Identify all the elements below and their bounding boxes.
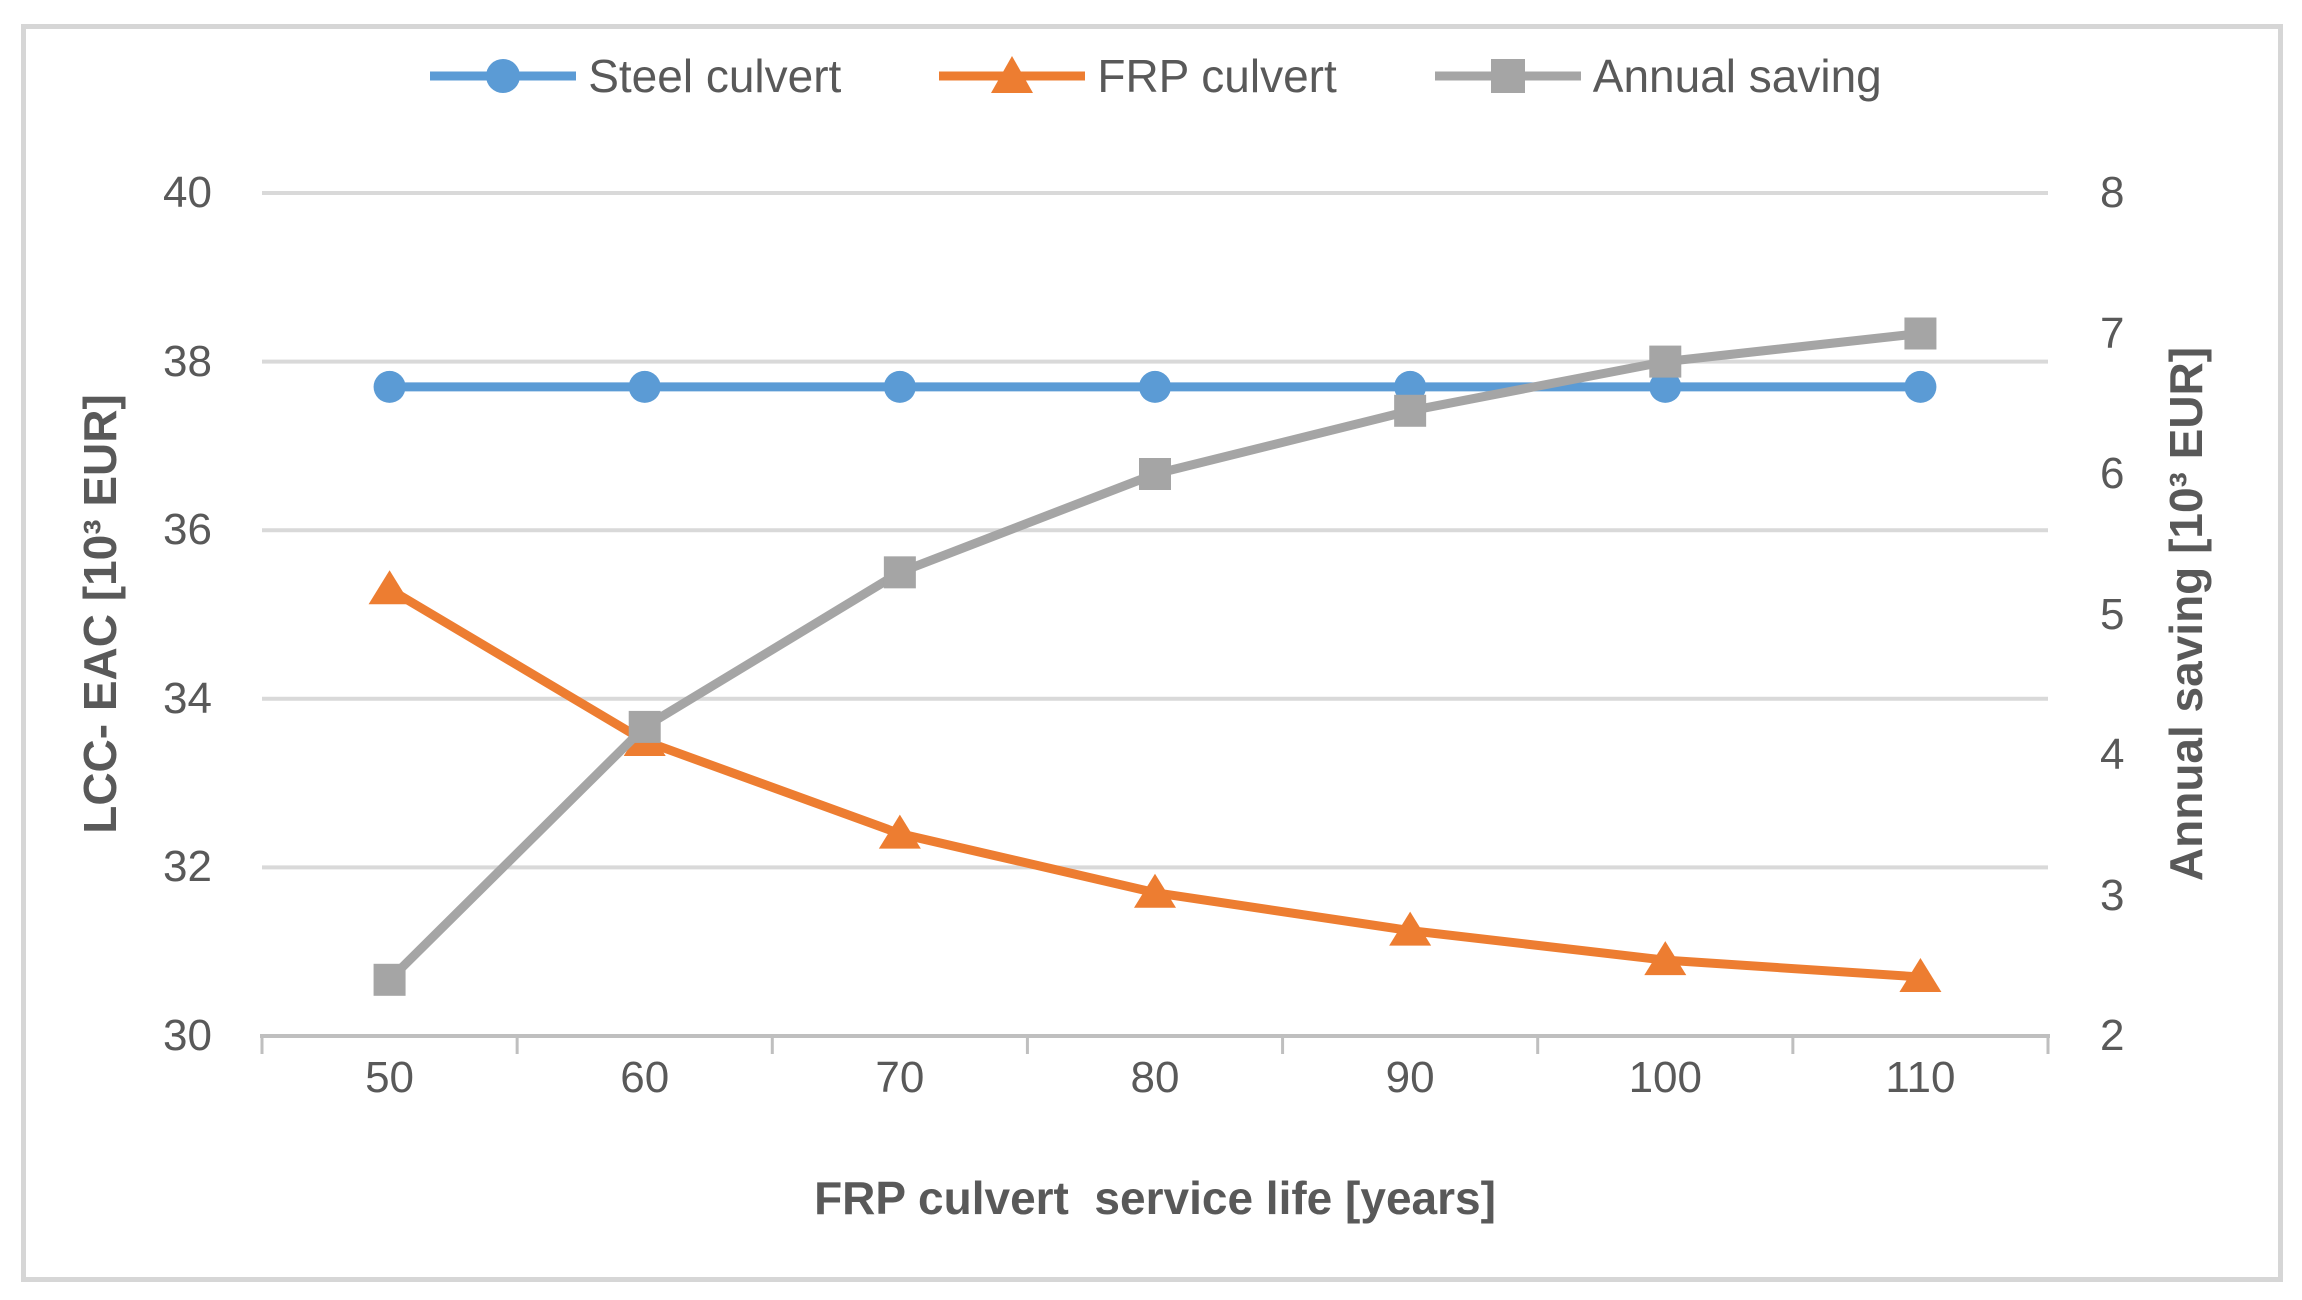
y-axis-title-left: LCC- EAC [10³ EUR] [74,394,126,834]
legend-square-marker [1490,59,1525,93]
data-point-frp-culvert [1644,941,1687,976]
data-point-frp-culvert [1134,873,1176,908]
y-right-tick-label: 7 [2100,308,2125,358]
x-tick-label: 100 [1628,1053,1702,1102]
legend: Steel culvert FRP culvert Annual saving [262,40,2048,112]
legend-label: Steel culvert [588,50,842,102]
y-left-tick-label: 32 [163,842,212,892]
y-left-tick-label: 40 [163,168,212,217]
x-tick-label: 110 [1885,1053,1956,1102]
y-axis-title-right: Annual saving [10³ EUR] [2160,346,2212,882]
data-point-frp-culvert [1899,957,1942,992]
data-point-frp-culvert [1389,911,1432,946]
data-point-annual-saving [1394,394,1427,427]
y-left-tick-label: 34 [163,673,212,723]
data-point-annual-saving [883,556,916,589]
y-right-tick-label: 4 [2100,730,2125,779]
y-right-tick-label: 5 [2100,589,2125,639]
data-point-steel-culvert [1139,370,1171,403]
y-right-tick-label: 8 [2100,168,2125,217]
steel-culvert-line-circle-icon [430,59,577,93]
legend-item-annual-saving: Annual saving [1433,53,1882,99]
x-tick-label: 90 [1385,1053,1435,1102]
data-point-annual-saving [1139,458,1171,490]
x-tick-label: 80 [1130,1053,1180,1102]
y-right-tick-label: 2 [2100,1011,2125,1060]
data-point-annual-saving [1649,345,1682,378]
data-point-annual-saving [373,963,406,996]
data-point-steel-culvert [1649,370,1682,403]
legend-triangle-marker [991,56,1034,93]
y-right-tick-label: 6 [2100,449,2125,498]
annual-saving-line-square-icon [1434,59,1581,93]
x-axis-title: FRP culvert service life [years] [814,1172,1496,1224]
y-right-tick-label: 3 [2100,870,2125,920]
legend-item-steel-culvert: Steel culvert [428,53,841,99]
data-point-steel-culvert [628,370,661,403]
y-left-tick-label: 30 [163,1011,212,1060]
data-point-steel-culvert [373,370,406,403]
x-tick-label: 50 [365,1053,415,1102]
data-point-annual-saving [628,710,661,743]
legend-item-frp-culvert: FRP culvert [937,50,1337,102]
data-point-steel-culvert [883,370,916,403]
y-left-tick-label: 36 [163,505,212,555]
y-left-tick-label: 38 [163,336,212,386]
frp-culvert-line-triangle-icon [939,56,1086,93]
data-point-frp-culvert [368,570,411,605]
legend-label: Annual saving [1592,50,1882,102]
data-point-frp-culvert [878,814,921,849]
data-point-annual-saving [1904,317,1937,350]
legend-label: FRP culvert [1097,50,1337,102]
legend-circle-marker [486,59,521,93]
x-tick-label: 60 [620,1053,670,1102]
x-tick-label: 70 [875,1053,925,1102]
data-point-steel-culvert [1904,370,1937,403]
series-line-frp-culvert [385,584,1925,982]
